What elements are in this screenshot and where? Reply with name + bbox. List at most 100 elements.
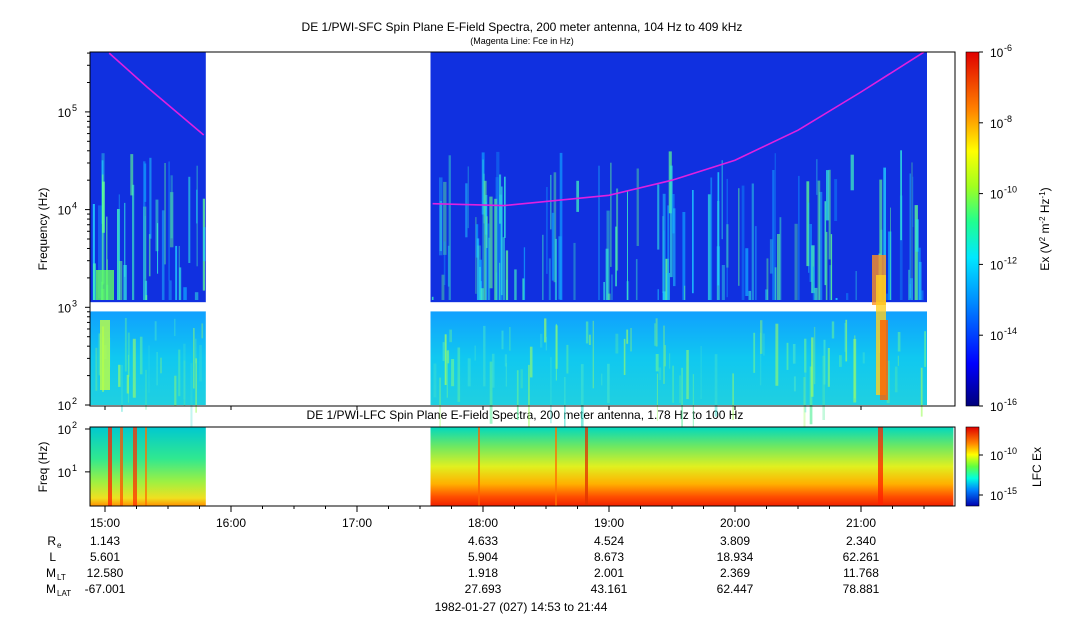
sfc-streak bbox=[183, 343, 186, 400]
sfc-streak bbox=[444, 334, 447, 385]
ephemeris-value: 2.369 bbox=[720, 566, 750, 580]
lfc-colorbar-tick-label: 10 bbox=[990, 489, 1004, 503]
sfc-streak bbox=[118, 194, 120, 300]
sfc-streak bbox=[721, 265, 725, 300]
sfc-streak bbox=[143, 161, 146, 300]
sfc-streak bbox=[504, 354, 507, 367]
ephemeris-value: 5.601 bbox=[90, 550, 120, 564]
sfc-streak bbox=[754, 226, 757, 300]
sfc-streak bbox=[890, 207, 891, 300]
sfc-streak bbox=[745, 248, 749, 296]
sfc-streak bbox=[174, 318, 176, 337]
sfc-streak bbox=[673, 208, 676, 287]
sfc-streak bbox=[679, 375, 681, 404]
sfc-streak bbox=[580, 364, 584, 428]
lfc-ytick-exponent: 1 bbox=[72, 463, 77, 473]
ephemeris-value: 62.261 bbox=[843, 550, 880, 564]
sfc-streak bbox=[830, 234, 833, 300]
sfc-streak bbox=[794, 223, 798, 300]
sfc-streak bbox=[175, 245, 178, 300]
ephemeris-value: 1.143 bbox=[90, 534, 120, 548]
sfc-streak bbox=[630, 328, 632, 352]
sfc-streak bbox=[839, 355, 842, 367]
sfc-streak bbox=[489, 361, 493, 424]
sfc-streak bbox=[98, 205, 102, 299]
sfc-segment-1-lower bbox=[430, 311, 927, 405]
sfc-streak bbox=[911, 162, 913, 300]
sfc-streak bbox=[654, 323, 656, 346]
sfc-streak bbox=[201, 323, 204, 339]
sfc-streak bbox=[439, 201, 442, 252]
sfc-streak bbox=[483, 180, 487, 300]
sfc-streak bbox=[894, 366, 898, 393]
sfc-streak bbox=[550, 174, 552, 230]
sfc-streak bbox=[721, 160, 723, 240]
sfc-streak bbox=[853, 338, 857, 403]
ephemeris-value: 62.447 bbox=[717, 582, 754, 596]
sfc-streak bbox=[920, 367, 923, 417]
sfc-streak bbox=[491, 353, 495, 388]
sfc-streak bbox=[117, 209, 120, 300]
sfc-colorbar-label: Ex (V2 m-2 Hz-1) bbox=[1038, 187, 1053, 270]
sfc-streak bbox=[505, 250, 509, 300]
sfc-streak bbox=[798, 175, 800, 300]
sfc-streak bbox=[615, 226, 617, 287]
lfc-segment-0 bbox=[90, 427, 206, 506]
sfc-streak bbox=[710, 177, 713, 300]
sfc-streak bbox=[573, 242, 576, 300]
sfc-streak bbox=[555, 325, 558, 369]
sfc-streak bbox=[669, 165, 673, 278]
sfc-streak bbox=[95, 347, 98, 391]
ephemeris-value: 78.881 bbox=[843, 582, 880, 596]
sfc-streak bbox=[154, 321, 157, 341]
sfc-streak bbox=[883, 167, 886, 300]
sfc-streak bbox=[196, 165, 198, 267]
sfc-subtitle: (Magenta Line: Fce in Hz) bbox=[470, 36, 574, 46]
sfc-streak bbox=[658, 367, 662, 380]
sfc-streak bbox=[610, 162, 612, 267]
sfc-streak bbox=[684, 285, 686, 300]
sfc-streak bbox=[509, 327, 511, 351]
sfc-streak bbox=[809, 224, 812, 282]
time-tick-label: 17:00 bbox=[342, 516, 372, 530]
sfc-streak bbox=[501, 330, 504, 350]
ephemeris-row-label: L bbox=[49, 550, 56, 564]
sfc-streak bbox=[465, 183, 468, 238]
sfc-streak bbox=[900, 150, 902, 241]
sfc-streak bbox=[759, 332, 762, 386]
sfc-streak bbox=[488, 237, 491, 300]
lfc-ytick-label: 10 bbox=[58, 423, 72, 437]
sfc-streak bbox=[909, 173, 911, 299]
sfc-streak bbox=[148, 345, 150, 393]
lfc-burst bbox=[555, 427, 557, 506]
sfc-streak bbox=[786, 342, 789, 370]
sfc-streak bbox=[130, 154, 134, 196]
sfc-streak bbox=[774, 153, 776, 300]
sfc-streak bbox=[588, 334, 591, 345]
sfc-streak bbox=[522, 278, 525, 300]
sfc-streak bbox=[829, 265, 832, 300]
sfc-streak bbox=[825, 231, 828, 300]
sfc-streak bbox=[446, 351, 448, 398]
sfc-streak bbox=[548, 258, 551, 300]
ephemeris-row-label-subscript: e bbox=[57, 541, 62, 550]
sfc-streak bbox=[132, 184, 135, 300]
sfc-streak bbox=[914, 205, 918, 300]
sfc-streak bbox=[806, 181, 810, 267]
sfc-streak bbox=[828, 169, 831, 260]
sfc-streak bbox=[831, 321, 835, 339]
sfc-streak bbox=[203, 227, 206, 262]
sfc-colorbar-tick-exponent: -6 bbox=[1004, 43, 1012, 53]
sfc-streak bbox=[585, 321, 589, 344]
ephemeris-value: 43.161 bbox=[591, 582, 628, 596]
sfc-streak bbox=[686, 350, 689, 400]
sfc-emission-streaks bbox=[92, 150, 926, 445]
sfc-streak bbox=[681, 367, 683, 434]
sfc-streak bbox=[195, 358, 197, 413]
sfc-streak bbox=[433, 363, 437, 398]
